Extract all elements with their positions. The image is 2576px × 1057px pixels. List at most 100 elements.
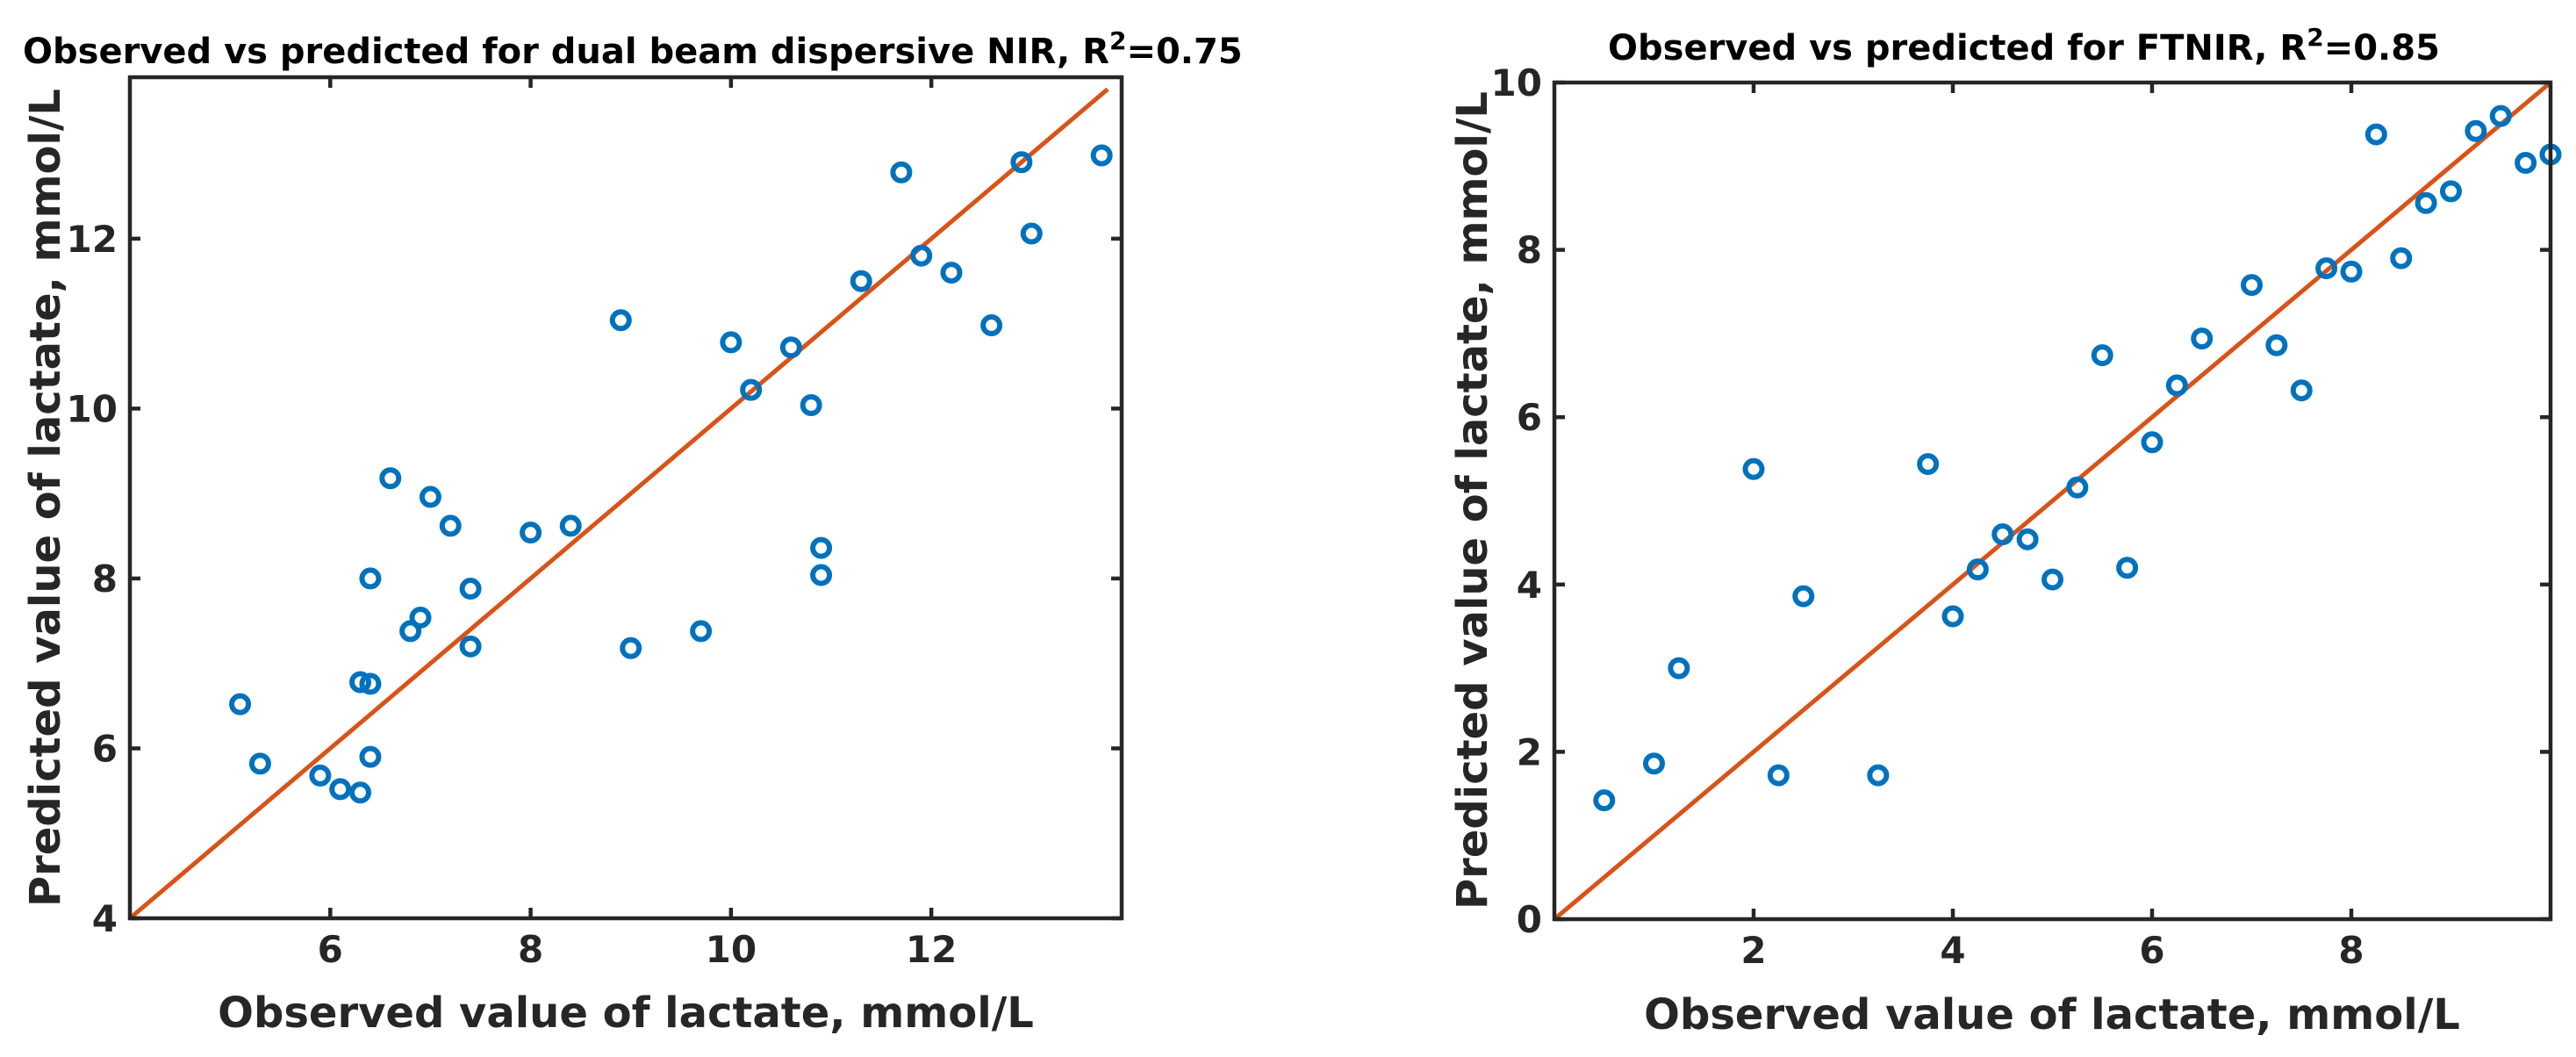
y-tick-label: 8: [1517, 229, 1542, 272]
data-point: [1917, 453, 1940, 476]
data-point: [359, 745, 382, 768]
data-point: [2489, 104, 2512, 127]
data-point: [1090, 144, 1113, 167]
y-tick-label: 10: [1491, 61, 1542, 104]
data-point: [2315, 257, 2338, 280]
x-tick-label: 8: [2338, 929, 2364, 972]
y-tick-label: 2: [1517, 730, 1542, 773]
data-point: [810, 564, 833, 586]
data-point: [379, 467, 402, 490]
data-point: [1593, 789, 1616, 812]
data-point: [890, 161, 913, 183]
data-point: [2340, 260, 2363, 283]
data-point: [1867, 764, 1890, 787]
x-axis-label: Observed value of lactate, mmol/L: [1644, 990, 2460, 1039]
x-tick-label: 6: [318, 928, 343, 971]
data-point: [2091, 344, 2113, 367]
x-tick-label: 12: [906, 928, 957, 971]
data-point: [559, 514, 582, 537]
points-layer: [1593, 104, 2562, 812]
y-tick-label: 4: [1517, 564, 1542, 607]
data-point: [349, 781, 372, 804]
data-point: [2265, 334, 2288, 356]
x-tick-label: 10: [706, 928, 757, 971]
data-point: [800, 394, 822, 417]
data-point: [2364, 123, 2387, 146]
chart-ftnir: Observed vs predicted for FTNIR, R2=0.85…: [1448, 23, 2562, 1039]
data-point: [1991, 523, 2014, 546]
data-point: [1643, 752, 1665, 775]
data-point: [248, 752, 271, 775]
data-point: [1020, 222, 1043, 245]
data-point: [399, 620, 422, 643]
y-tick-label: 6: [92, 727, 118, 770]
data-point: [910, 244, 933, 267]
data-point: [309, 764, 332, 787]
x-tick-label: 4: [1940, 929, 1965, 972]
chart-title: Observed vs predicted for dual beam disp…: [23, 26, 1243, 72]
data-point: [779, 336, 802, 359]
data-point: [2041, 568, 2063, 591]
data-point: [2241, 274, 2263, 297]
x-axis-label: Observed value of lactate, mmol/L: [218, 989, 1034, 1038]
data-point: [1966, 558, 1989, 581]
fit-line: [1553, 81, 2552, 921]
x-tick-label: 2: [1740, 929, 1766, 972]
data-point: [2415, 191, 2437, 214]
data-point: [2165, 374, 2188, 397]
data-point: [329, 778, 352, 801]
points-layer: [229, 144, 1113, 804]
data-point: [1010, 151, 1033, 174]
data-point: [229, 693, 252, 715]
data-point: [1668, 657, 1690, 680]
fit-line-layer: [128, 87, 1109, 920]
data-point: [2440, 180, 2462, 203]
data-point: [940, 262, 963, 284]
chart-title: Observed vs predicted for FTNIR, R2=0.85: [1608, 23, 2440, 68]
y-tick-label: 0: [1517, 898, 1542, 941]
y-tick-label: 10: [67, 387, 118, 430]
ticks-layer: 2 4 6 8 0 2 4 6 8 10: [1491, 61, 2551, 972]
x-tick-label: 8: [518, 928, 543, 971]
y-axis-label: Predicted value of lactate, mmol/L: [21, 89, 70, 907]
data-point: [2066, 476, 2089, 499]
data-point: [720, 331, 743, 354]
data-point: [419, 485, 441, 508]
data-point: [1792, 585, 1815, 608]
data-point: [980, 314, 1003, 337]
axes-box: [1552, 80, 2553, 922]
data-point: [2016, 528, 2039, 550]
data-point: [459, 578, 482, 600]
data-point: [1742, 457, 1765, 480]
data-point: [2290, 379, 2313, 402]
fit-line: [128, 87, 1109, 920]
data-point: [2465, 119, 2487, 142]
data-point: [740, 378, 763, 401]
data-point: [620, 636, 642, 659]
y-tick-label: 6: [1517, 396, 1542, 439]
fit-line-layer: [1553, 81, 2552, 921]
data-point: [1767, 764, 1790, 787]
data-point: [850, 270, 872, 292]
y-tick-label: 12: [67, 218, 118, 261]
data-point: [359, 567, 382, 590]
data-point: [2116, 557, 2139, 579]
y-tick-label: 8: [92, 557, 118, 600]
data-point: [690, 620, 713, 643]
data-point: [459, 635, 482, 658]
data-point: [609, 309, 632, 332]
axes-box: [127, 75, 1124, 921]
x-tick-label: 6: [2139, 929, 2164, 972]
data-point: [409, 606, 432, 629]
data-point: [2515, 151, 2537, 174]
data-point: [439, 514, 462, 537]
data-point: [810, 536, 833, 559]
data-point: [2390, 247, 2413, 270]
y-tick-label: 4: [92, 897, 118, 940]
data-point: [2191, 327, 2214, 350]
y-axis-label: Predicted value of lactate, mmol/L: [1448, 91, 1497, 910]
data-point: [349, 671, 372, 694]
data-point: [359, 672, 382, 695]
chart-dispersive-nir: Observed vs predicted for dual beam disp…: [21, 26, 1243, 1038]
